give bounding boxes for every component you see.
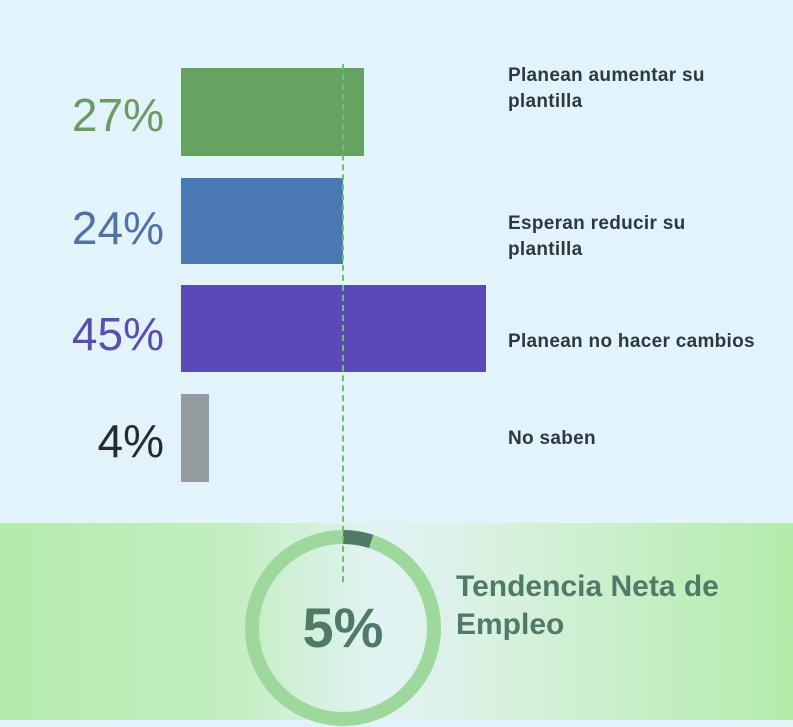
net-reference-dashed-line [342, 64, 344, 582]
category-label-decrease: Esperan reducir su plantilla [508, 213, 686, 260]
bar-increase [181, 68, 364, 156]
value-label-decrease: 24% [71, 202, 164, 254]
value-label-unknown: 4% [97, 415, 164, 467]
bar-decrease [181, 178, 343, 264]
net-employment-value: 5% [302, 596, 384, 659]
value-label-no-change: 45% [71, 308, 164, 360]
category-label-no-change: Planean no hacer cambios [508, 331, 755, 352]
net-employment-title: Tendencia Neta de Empleo [456, 570, 719, 641]
bar-unknown [181, 394, 209, 482]
value-label-increase: 27% [71, 89, 164, 141]
category-label-increase: Planean aumentar su plantilla [508, 65, 705, 112]
category-label-unknown: No saben [508, 428, 596, 449]
bar-no-change [181, 285, 486, 372]
